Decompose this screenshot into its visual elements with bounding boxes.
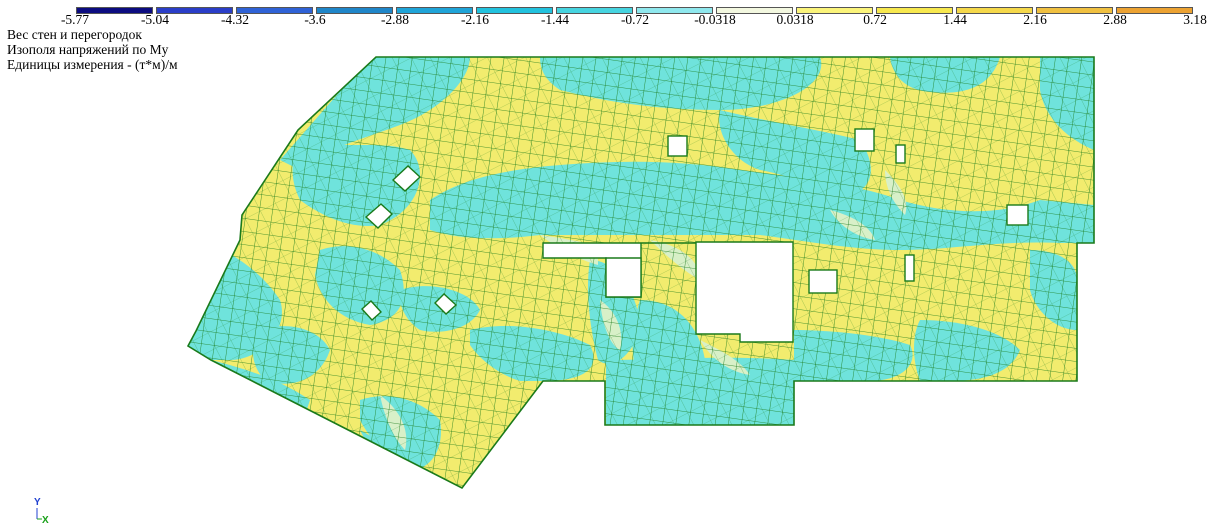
legend-swatch — [156, 7, 233, 14]
opening-shaft-1 — [667, 135, 688, 157]
legend-swatch — [76, 7, 153, 14]
legend-swatch — [956, 7, 1033, 14]
legend-tick-label: -1.44 — [540, 12, 570, 27]
opening-stair-lower — [605, 257, 642, 298]
opening-elevator-hall — [695, 241, 794, 343]
opening-shaft-2 — [854, 128, 875, 152]
openings — [361, 128, 1029, 343]
legend-tick-label: 0.72 — [863, 12, 887, 27]
legend-swatch — [1036, 7, 1113, 14]
opening-shaft-5 — [808, 269, 838, 294]
opening-diag-4 — [434, 293, 458, 315]
y-axis-label: Y — [34, 497, 41, 508]
legend-tick-label: -5.77 — [60, 12, 90, 27]
legend-swatch — [556, 7, 633, 14]
legend-tick-label: 2.88 — [1103, 12, 1127, 27]
opening-diag-1 — [391, 165, 422, 192]
legend-tick-label: 1.44 — [943, 12, 967, 27]
load-case-title: Вес стен и перегородок — [7, 27, 142, 42]
color-scale-legend: -5.77 -5.04 -4.32 -3.6 -2.88 -2.16 -1.44 -0.72 -… — [0, 0, 1222, 34]
legend-tick-label: 3.18 — [1183, 12, 1207, 27]
legend-tick-label: -0.0318 — [694, 12, 736, 27]
legend-tick-label: -4.32 — [220, 12, 250, 27]
info-block: Вес стен и перегородок Изополя напряжени… — [7, 27, 177, 72]
legend-tick-label: -3.6 — [304, 12, 326, 27]
opening-shaft-6 — [904, 254, 915, 282]
legend-swatch — [716, 7, 793, 14]
slab-outline — [186, 56, 1095, 490]
legend-tick-label: -5.04 — [140, 12, 170, 27]
legend-tick-label: 2.16 — [1023, 12, 1047, 27]
legend-swatch — [1116, 7, 1193, 14]
x-axis-label: X — [42, 515, 49, 526]
axis-indicator: Y X — [34, 497, 49, 526]
legend-tick-label: -0.72 — [620, 12, 650, 27]
units-label: Единицы измерения - (т*м)/м — [7, 57, 178, 72]
opening-shaft-4 — [1006, 204, 1029, 226]
legend-tick-label: -2.88 — [380, 12, 410, 27]
legend-swatch — [636, 7, 713, 14]
opening-diag-2 — [364, 203, 394, 229]
legend-swatch — [876, 7, 953, 14]
opening-shaft-3 — [895, 144, 906, 164]
legend-swatch — [796, 7, 873, 14]
opening-diag-3 — [361, 300, 382, 321]
legend-swatch — [396, 7, 473, 14]
legend-swatch — [476, 7, 553, 14]
legend-swatch — [236, 7, 313, 14]
legend-tick-label: -2.16 — [460, 12, 490, 27]
isofield-title: Изополя напряжений по My — [7, 42, 169, 57]
legend-tick-label: 0.0318 — [776, 12, 814, 27]
legend-swatch — [316, 7, 393, 14]
